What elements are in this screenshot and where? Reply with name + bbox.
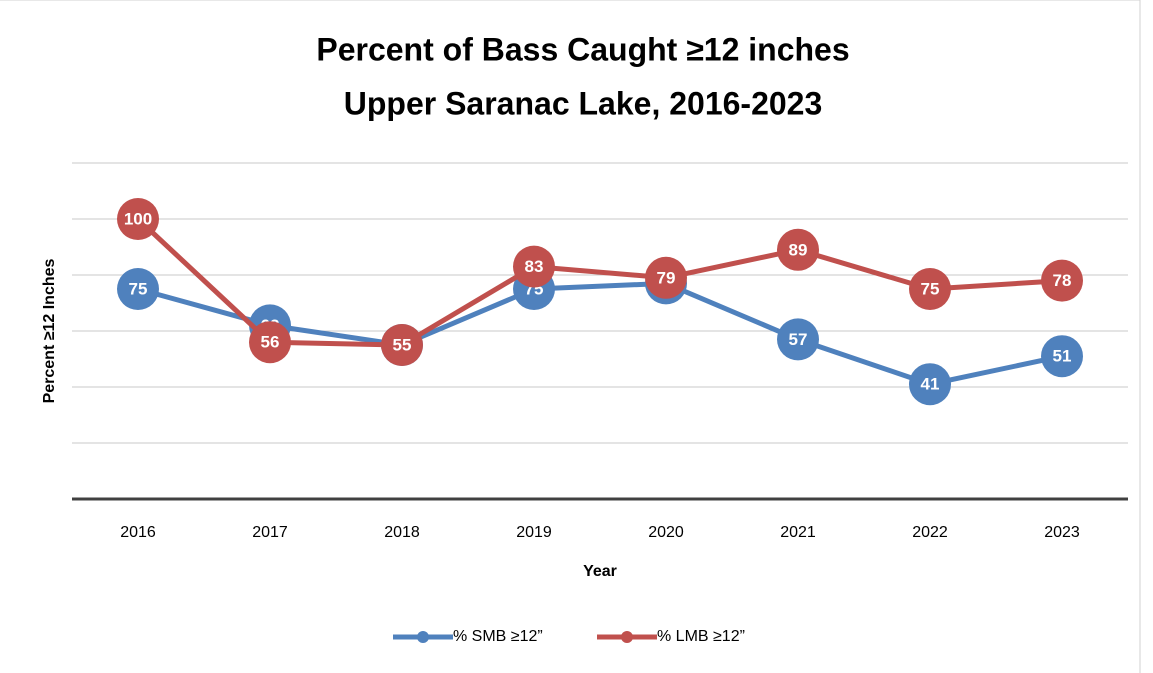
marker bbox=[1041, 259, 1083, 302]
legend-marker bbox=[417, 631, 429, 643]
data-point: 57 bbox=[777, 318, 819, 361]
data-label: 41 bbox=[921, 375, 940, 394]
data-point: 41 bbox=[909, 363, 951, 406]
marker bbox=[117, 268, 159, 310]
marker bbox=[909, 363, 951, 406]
data-point: 75 bbox=[117, 268, 159, 310]
data-point: 56 bbox=[249, 321, 291, 364]
data-label: 79 bbox=[657, 268, 676, 287]
data-label: 55 bbox=[393, 335, 412, 354]
marker bbox=[777, 318, 819, 361]
x-axis-label: Year bbox=[583, 563, 617, 580]
data-point: 55 bbox=[381, 324, 423, 366]
x-tick-label: 2017 bbox=[252, 524, 288, 541]
legend-label: % LMB ≥12” bbox=[657, 628, 745, 645]
marker bbox=[249, 321, 291, 364]
data-label: 75 bbox=[129, 279, 148, 298]
x-tick-label: 2020 bbox=[648, 524, 684, 541]
data-label: 57 bbox=[789, 330, 808, 349]
data-label: 83 bbox=[525, 257, 544, 276]
chart-subtitle: Upper Saranac Lake, 2016-2023 bbox=[344, 85, 823, 121]
marker bbox=[381, 324, 423, 366]
x-tick-label: 2021 bbox=[780, 524, 816, 541]
marker bbox=[1041, 335, 1083, 378]
marker bbox=[909, 268, 951, 310]
chart-title: Percent of Bass Caught ≥12 inches bbox=[316, 31, 849, 67]
marker bbox=[513, 245, 555, 288]
data-point: 51 bbox=[1041, 335, 1083, 378]
data-point: 89 bbox=[777, 228, 819, 271]
data-label: 89 bbox=[789, 240, 808, 259]
data-point: 100 bbox=[117, 198, 159, 240]
y-axis-label: Percent ≥12 Inches bbox=[41, 258, 58, 403]
data-label: 75 bbox=[921, 279, 940, 298]
data-point: 78 bbox=[1041, 259, 1083, 302]
legend-label: % SMB ≥12” bbox=[453, 628, 543, 645]
data-point: 83 bbox=[513, 245, 555, 288]
data-label: 100 bbox=[124, 209, 152, 228]
x-tick-label: 2019 bbox=[516, 524, 552, 541]
x-tick-label: 2018 bbox=[384, 524, 420, 541]
series-line bbox=[136, 217, 1063, 348]
data-point: 79 bbox=[645, 256, 687, 299]
x-tick-label: 2016 bbox=[120, 524, 156, 541]
data-label: 51 bbox=[1053, 347, 1072, 366]
x-tick-label: 2022 bbox=[912, 524, 948, 541]
marker bbox=[777, 228, 819, 271]
data-label: 56 bbox=[261, 333, 280, 352]
data-label: 78 bbox=[1053, 271, 1072, 290]
data-point: 75 bbox=[909, 268, 951, 310]
legend-marker bbox=[621, 631, 633, 643]
series-line bbox=[137, 280, 1063, 387]
marker bbox=[645, 256, 687, 299]
marker bbox=[117, 198, 159, 240]
x-tick-label: 2023 bbox=[1044, 524, 1080, 541]
